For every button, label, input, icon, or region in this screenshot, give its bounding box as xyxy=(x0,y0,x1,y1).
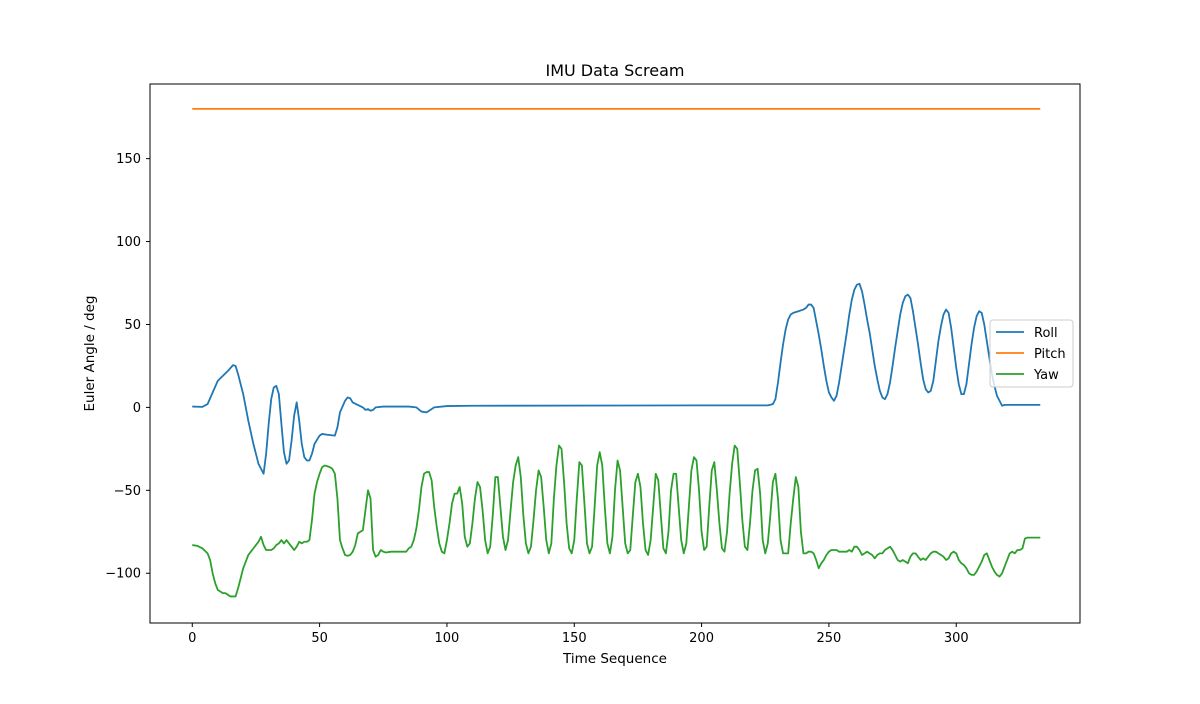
legend-label-roll: Roll xyxy=(1034,326,1058,341)
y-axis-ticks: −100 −50 0 50 100 150 xyxy=(105,152,150,582)
x-tick-label: 200 xyxy=(689,631,714,646)
y-tick-label: 150 xyxy=(116,152,141,167)
chart-title: IMU Data Scream xyxy=(545,61,684,80)
x-tick-label: 150 xyxy=(562,631,587,646)
y-tick-label: −50 xyxy=(114,484,141,499)
y-tick-label: 50 xyxy=(124,318,141,333)
legend-label-pitch: Pitch xyxy=(1034,347,1066,362)
y-axis-label: Euler Angle / deg xyxy=(82,296,98,412)
x-tick-label: 300 xyxy=(944,631,969,646)
x-tick-label: 100 xyxy=(435,631,460,646)
y-tick-label: 100 xyxy=(116,235,141,250)
legend-box xyxy=(989,319,1074,388)
legend-label-yaw: Yaw xyxy=(1033,368,1059,383)
x-tick-label: 0 xyxy=(188,631,196,646)
series-line-roll xyxy=(192,282,1041,475)
x-tick-label: 50 xyxy=(311,631,328,646)
y-tick-label: −100 xyxy=(105,567,141,582)
plot-area-frame xyxy=(149,83,1081,624)
series-layer xyxy=(192,107,1041,598)
legend: Roll Pitch Yaw xyxy=(989,319,1074,388)
series-line-yaw xyxy=(192,444,1041,598)
x-axis-label: Time Sequence xyxy=(562,651,667,667)
y-tick-label: 0 xyxy=(133,401,141,416)
x-axis-ticks: 0 50 100 150 200 250 300 xyxy=(188,623,969,646)
x-tick-label: 250 xyxy=(816,631,841,646)
